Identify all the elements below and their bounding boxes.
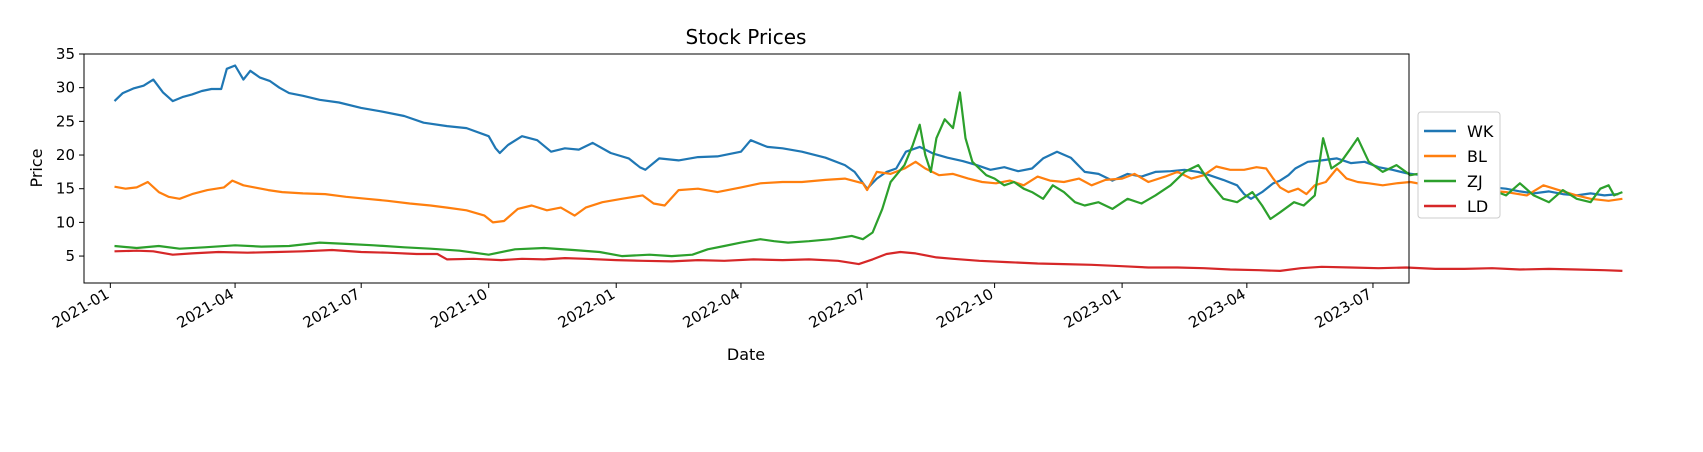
y-axis: 5 10 15 20 25 30 35: [56, 45, 84, 265]
y-tick-label: 10: [56, 213, 75, 231]
y-tick-label: 15: [56, 180, 75, 198]
series-line-bl: [114, 160, 1623, 224]
y-tick-label: 30: [56, 79, 75, 97]
series-line-zj: [114, 91, 1623, 258]
y-axis-label: Price: [27, 148, 46, 187]
series-line-ld: [114, 248, 1623, 272]
legend-label-wk: WK: [1467, 122, 1494, 141]
legend-label-bl: BL: [1467, 147, 1487, 166]
series-layer: [113, 64, 1623, 272]
legend-box: [1417, 111, 1501, 219]
y-tick-label: 25: [56, 112, 75, 130]
x-axis-label: Date: [727, 345, 765, 364]
legend-label-zj: ZJ: [1467, 172, 1483, 191]
y-tick-label: 35: [56, 45, 75, 63]
series-line-wk: [113, 64, 1619, 200]
plot-frame: [83, 53, 1410, 284]
y-tick-label: 5: [65, 247, 75, 265]
legend: WK BL ZJ LD: [1417, 111, 1501, 219]
y-tick-label: 20: [56, 146, 75, 164]
chart-title: Stock Prices: [686, 25, 807, 49]
legend-label-ld: LD: [1467, 197, 1488, 216]
